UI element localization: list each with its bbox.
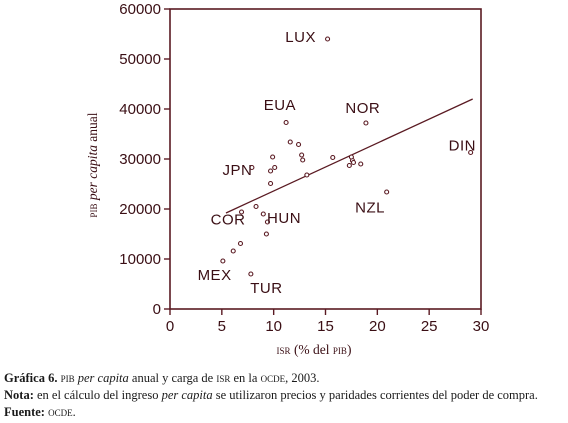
- note-label: Nota:: [4, 388, 34, 402]
- x-tick-label: 20: [369, 318, 386, 335]
- data-point: [253, 203, 259, 210]
- data-point: [299, 152, 305, 158]
- data-point: [263, 231, 269, 237]
- figure-note: Nota: en el cálculo del ingreso per capi…: [4, 388, 538, 402]
- data-point: [287, 139, 293, 145]
- figure-number: Gráfica 6.: [4, 371, 58, 385]
- country-label-nor: NOR: [345, 100, 380, 117]
- data-point: [468, 149, 474, 156]
- country-label-cor: COR: [211, 212, 246, 229]
- data-point: [304, 172, 310, 178]
- y-tick-label: 30000: [119, 151, 161, 168]
- figure-caption: Gráfica 6. pib per capita anual y carga …: [4, 371, 320, 385]
- x-axis-title: isr (% del pib): [277, 342, 352, 357]
- y-tick-label: 10000: [119, 251, 161, 268]
- country-label-jpn: JPN: [222, 162, 252, 179]
- data-point: [264, 219, 270, 225]
- y-tick-label: 40000: [119, 101, 161, 118]
- data-point: [330, 154, 336, 161]
- plot-frame: [169, 8, 482, 310]
- x-tick-label: 10: [265, 318, 282, 335]
- data-point: [248, 271, 254, 277]
- data-point: [238, 209, 245, 215]
- data-point: [268, 180, 274, 187]
- data-point: [270, 154, 276, 160]
- country-label-mex: MEX: [198, 267, 232, 284]
- x-tick-label: 15: [317, 318, 334, 335]
- y-axis-title: pib per capita anual: [85, 112, 100, 217]
- y-tick-label: 20000: [119, 201, 161, 218]
- data-point: [268, 168, 274, 174]
- data-point: [295, 141, 302, 148]
- data-point: [249, 164, 255, 171]
- country-label-eua: EUA: [264, 97, 296, 114]
- country-label-hun: HUN: [267, 210, 301, 227]
- data-point: [300, 157, 306, 163]
- data-point: [220, 258, 226, 264]
- data-point: [260, 211, 266, 217]
- data-point: [358, 161, 364, 167]
- data-point: [346, 162, 352, 169]
- country-label-tur: TUR: [250, 280, 282, 297]
- country-label-lux: LUX: [285, 29, 316, 46]
- data-point: [272, 164, 278, 171]
- x-tick-label: 5: [218, 318, 226, 335]
- data-point: [384, 189, 390, 195]
- data-point: [325, 36, 331, 42]
- data-point: [348, 154, 354, 160]
- y-tick-label: 0: [153, 301, 161, 318]
- figure-source: Fuente: ocde.: [4, 405, 76, 419]
- data-point: [363, 120, 369, 126]
- y-tick-label: 60000: [119, 1, 161, 18]
- country-label-nzl: NZL: [355, 200, 385, 217]
- country-label-din: DIN: [449, 138, 476, 155]
- data-point: [283, 119, 289, 126]
- data-point: [237, 240, 244, 247]
- x-tick-label: 25: [421, 318, 438, 335]
- x-tick-label: 0: [166, 318, 174, 335]
- data-point: [350, 159, 357, 166]
- x-tick-label: 30: [473, 318, 490, 335]
- source-label: Fuente:: [4, 405, 45, 419]
- data-point: [230, 248, 236, 254]
- y-tick-label: 50000: [119, 51, 161, 68]
